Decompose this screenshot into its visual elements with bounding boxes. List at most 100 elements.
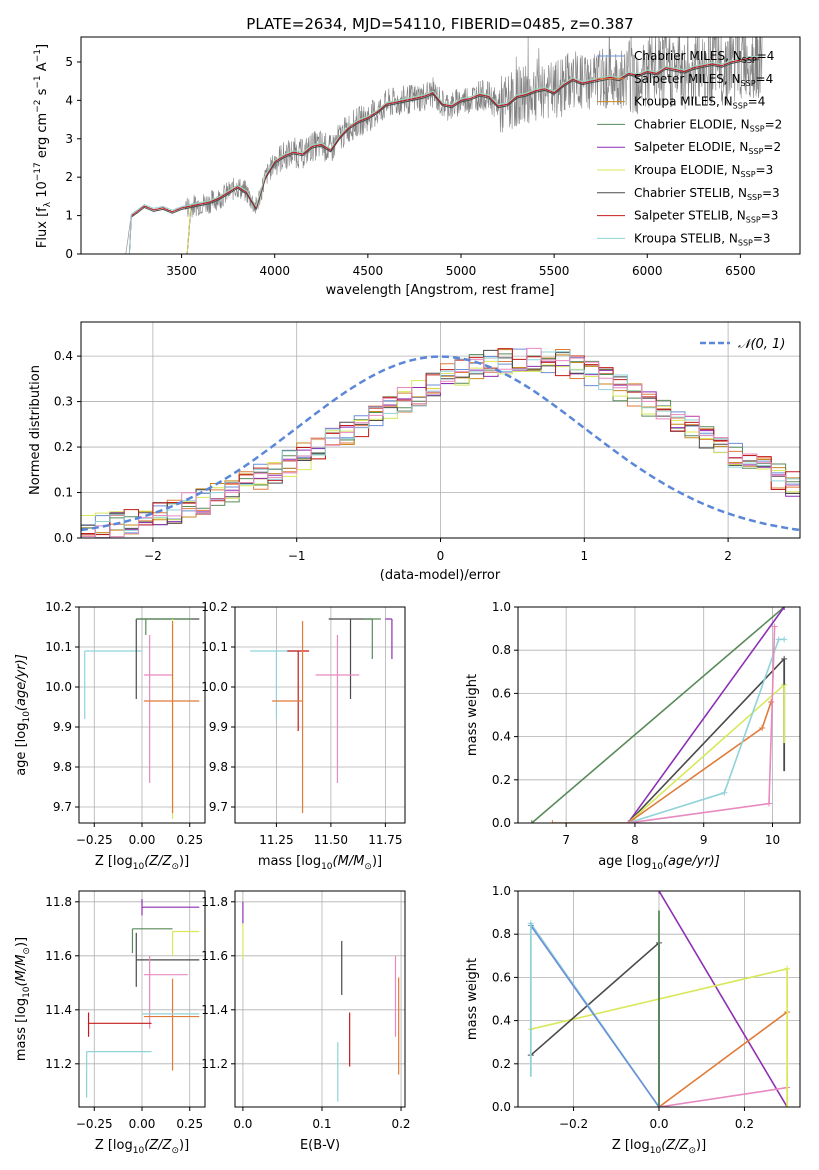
x-tick-label: 1 bbox=[580, 549, 588, 563]
x-tick-label: 6500 bbox=[725, 264, 756, 278]
x-tick-label: 0.25 bbox=[176, 833, 203, 847]
y-tick-label: 9.7 bbox=[209, 800, 228, 814]
y-tick-label: 0.1 bbox=[54, 486, 73, 500]
weight-marker bbox=[721, 789, 728, 796]
y-tick-label: 9.8 bbox=[209, 760, 228, 774]
x-tick-label: 10 bbox=[765, 833, 780, 847]
axes-frame bbox=[234, 606, 406, 824]
y-tick-label: 11.2 bbox=[201, 1057, 228, 1071]
x-tick-label: 5500 bbox=[539, 264, 570, 278]
axes-frame bbox=[517, 606, 801, 824]
residual-panel: −2 −1 0 1 2 0.0 0.1 0.2 0.3 0.4 (data-model)/erro… bbox=[28, 321, 801, 583]
y-axis-label: mass [log10(M/M⊙)] bbox=[14, 937, 32, 1061]
weight_vs_z-panel: −0.2 0.0 0.2 0.0 0.2 0.4 0.6 0.8 1.0 Z [log10(Z/Z… bbox=[465, 884, 801, 1156]
x-axis-label: age [log10(age/yr)] bbox=[598, 854, 720, 872]
weight-marker bbox=[768, 699, 775, 706]
spectrum-ylabel: Flux [fλ 10−17 erg cm−2 s−1 A−1] bbox=[33, 44, 53, 248]
y-tick-label: 10.1 bbox=[45, 640, 72, 654]
y-tick-label: 0.2 bbox=[492, 1057, 511, 1071]
x-tick-label: 11.50 bbox=[314, 833, 348, 847]
x-axis-label: Z [log10(Z/Z⊙)] bbox=[612, 1138, 706, 1156]
y-tick-label: 0.8 bbox=[492, 643, 511, 657]
x-tick-label: −0.25 bbox=[76, 1117, 113, 1131]
x-tick-label: 0 bbox=[437, 549, 445, 563]
histogram-step-chabrier_stelib bbox=[81, 349, 800, 538]
weight-line-chabrier_miles bbox=[530, 925, 660, 1107]
weight-marker bbox=[766, 800, 773, 807]
plot-area bbox=[242, 901, 400, 1102]
y-tick-label: 0 bbox=[65, 247, 73, 261]
figure-title: PLATE=2634, MJD=54110, FIBERID=0485, z=0… bbox=[246, 15, 633, 33]
weight-line-kroupa_stelib bbox=[627, 638, 785, 823]
x-axis-label: E(B-V) bbox=[300, 1138, 340, 1153]
y-tick-label: 10.1 bbox=[201, 640, 228, 654]
y-axis-label: age [log10(age/yr)] bbox=[14, 654, 32, 776]
legend-label: Chabrier STELIB, NSSP=3 bbox=[634, 186, 780, 202]
legend-label: Kroupa STELIB, NSSP=3 bbox=[634, 231, 771, 247]
weight-marker bbox=[759, 724, 766, 731]
model-spectrum-kroupa_miles bbox=[186, 56, 759, 254]
y-tick-label: 0.4 bbox=[492, 730, 511, 744]
y-axis-label: mass weight bbox=[465, 958, 480, 1040]
x-tick-label: 0.00 bbox=[129, 1117, 156, 1131]
y-tick-label: 0.4 bbox=[54, 349, 73, 363]
x-tick-label: −2 bbox=[144, 549, 162, 563]
histogram-step-salpeter_miles bbox=[81, 349, 800, 536]
y-tick-label: 10.2 bbox=[201, 600, 228, 614]
y-tick-label: 0.0 bbox=[492, 816, 511, 830]
x-tick-label: 6000 bbox=[632, 264, 663, 278]
legend-label: Chabrier MILES, NSSP=4 bbox=[634, 49, 774, 65]
x-tick-label: 5000 bbox=[446, 264, 477, 278]
weight-marker bbox=[771, 623, 778, 630]
y-tick-label: 10.0 bbox=[45, 680, 72, 694]
x-tick-label: −1 bbox=[288, 549, 306, 563]
spectrum-xlabel: wavelength [Angstrom, rest frame] bbox=[326, 283, 555, 298]
y-tick-label: 0.6 bbox=[492, 970, 511, 984]
spectrum-axes-frame bbox=[80, 36, 801, 255]
y-tick-label: 4 bbox=[65, 93, 73, 107]
x-tick-label: 4000 bbox=[259, 264, 290, 278]
observed-spectrum-line bbox=[125, 37, 763, 254]
x-tick-label: 0.25 bbox=[176, 1117, 203, 1131]
legend-label: Salpeter STELIB, NSSP=3 bbox=[634, 209, 778, 225]
x-tick-label: 11.25 bbox=[259, 833, 293, 847]
histogram-step-pink bbox=[81, 347, 800, 538]
age_vs_mass-panel: 11.25 11.50 11.75 9.7 9.8 9.9 10.0 10.1 10.2 mass… bbox=[201, 600, 406, 872]
weight-marker bbox=[775, 636, 782, 643]
y-tick-label: 0.0 bbox=[492, 1100, 511, 1114]
axes-frame bbox=[234, 890, 406, 1108]
residual-legend: 𝒩(0, 1) bbox=[700, 337, 785, 352]
plot-area bbox=[527, 891, 791, 1107]
weight-line-kroupa_elodie bbox=[627, 684, 785, 823]
histogram-step-salpeter_stelib bbox=[81, 348, 800, 536]
y-tick-label: 0.8 bbox=[492, 927, 511, 941]
plot-area bbox=[250, 618, 393, 813]
age_vs_z-panel: −0.25 0.00 0.25 9.7 9.8 9.9 10.0 10.1 10.2 Z [log… bbox=[14, 600, 206, 872]
weight-line-chabrier_stelib bbox=[530, 942, 660, 1056]
y-tick-label: 9.9 bbox=[53, 720, 72, 734]
plot-area bbox=[86, 899, 200, 1098]
legend-label: Kroupa MILES, NSSP=4 bbox=[634, 95, 765, 111]
y-tick-label: 2 bbox=[65, 170, 73, 184]
weight-line-chabrier_elodie bbox=[531, 607, 785, 823]
histogram-step-kroupa_miles bbox=[81, 349, 800, 534]
model-spectrum-kroupa_stelib bbox=[128, 56, 759, 254]
y-tick-label: 1.0 bbox=[492, 600, 511, 614]
x-tick-label: 11.75 bbox=[368, 833, 402, 847]
y-tick-label: 1 bbox=[65, 209, 73, 223]
model-spectrum-kroupa_elodie bbox=[186, 56, 759, 254]
y-tick-label: 10.0 bbox=[201, 680, 228, 694]
histogram-step-kroupa_stelib bbox=[81, 351, 800, 538]
y-tick-label: 10.2 bbox=[45, 600, 72, 614]
x-tick-label: 0.0 bbox=[649, 1117, 668, 1131]
x-tick-label: 3500 bbox=[166, 264, 197, 278]
x-tick-label: 0.1 bbox=[312, 1117, 331, 1131]
x-axis-label: mass [log10(M/M⊙)] bbox=[258, 854, 382, 872]
mass_vs_ebv-panel: 0.0 0.1 0.2 11.2 11.4 11.6 11.8 E(B-V) bbox=[201, 890, 411, 1153]
x-tick-label: 7 bbox=[562, 833, 570, 847]
y-axis-label: mass weight bbox=[465, 674, 480, 756]
y-tick-label: 11.8 bbox=[201, 895, 228, 909]
weight-marker bbox=[549, 820, 556, 823]
spectrum-panel: 3500 4000 4500 5000 5500 6000 6500 0 1 2 3 4 5 wavel… bbox=[33, 36, 801, 298]
